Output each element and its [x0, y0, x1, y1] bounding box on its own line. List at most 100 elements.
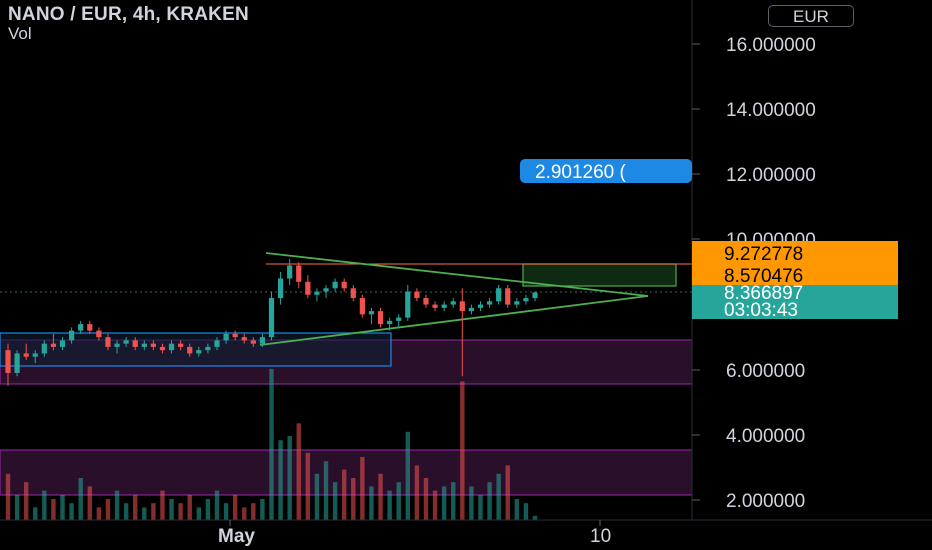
volume-bar: [332, 482, 338, 520]
candle-body: [23, 353, 29, 357]
y-tick-label: 4.000000: [726, 426, 805, 447]
volume-bar: [378, 473, 383, 520]
measure-tag: [520, 159, 692, 183]
candle-body: [259, 337, 266, 344]
volume-bar: [360, 457, 365, 520]
candle-body: [477, 304, 484, 308]
volume-bar: [369, 486, 374, 520]
volume-bar: [133, 494, 138, 520]
candle-body: [405, 291, 411, 318]
volume-bar: [305, 452, 311, 520]
candle-body: [505, 288, 511, 305]
y-tick-label: 2.000000: [726, 491, 805, 512]
price-tag: [692, 285, 898, 302]
candle-body: [287, 265, 293, 279]
candle-body: [359, 298, 365, 315]
candle-body: [496, 288, 502, 302]
symbol-title: NANO / EUR, 4h, KRAKEN: [8, 4, 249, 25]
candle-body: [514, 301, 520, 305]
y-tick-label: 6.000000: [726, 361, 805, 382]
volume-bar: [396, 482, 401, 520]
candle-body: [168, 343, 175, 351]
volume-bar: [205, 499, 211, 520]
candle-body: [296, 265, 302, 282]
candle-body: [214, 340, 220, 347]
volume-bar: [341, 469, 347, 520]
volume-bar: [151, 503, 156, 520]
candle-body: [277, 278, 284, 299]
y-tick-label: 16.000000: [726, 35, 816, 56]
candle-body: [159, 346, 166, 351]
volume-bar: [214, 490, 220, 520]
candle-body: [32, 353, 38, 357]
volume-bar: [423, 478, 429, 520]
price-tag: [692, 241, 898, 263]
candle-body: [141, 343, 147, 347]
candle-body: [350, 288, 356, 299]
volume-bar: [469, 486, 474, 520]
price-tag-label: 8.366897: [724, 283, 803, 304]
volume-bar: [296, 423, 301, 520]
currency-button[interactable]: EUR: [768, 5, 854, 27]
candle-body: [377, 311, 384, 325]
volume-bar: [5, 473, 11, 520]
volume-bar: [78, 478, 83, 520]
volume-bar: [196, 507, 202, 520]
x-tick-label: 10: [590, 526, 611, 547]
candle-body: [368, 311, 375, 315]
candle-body: [59, 340, 66, 347]
candle-body: [250, 340, 256, 344]
volume-bar: [451, 482, 456, 520]
candle-body: [87, 324, 93, 331]
volume-bar: [114, 490, 120, 520]
candle-body: [41, 343, 47, 354]
candle-body: [396, 317, 402, 321]
candle-body: [114, 343, 120, 347]
x-tick-label: May: [218, 526, 255, 547]
candle-body: [450, 301, 456, 305]
candle-body: [50, 343, 57, 347]
volume-label: Vol: [8, 24, 32, 43]
candle-body: [268, 298, 275, 338]
volume-bar: [314, 473, 320, 520]
price-tag-label: 8.570476: [724, 266, 803, 287]
volume-bar: [532, 515, 538, 520]
candle-body: [187, 346, 193, 354]
volume-bar: [414, 465, 420, 520]
candle-body: [523, 298, 529, 302]
candle-body: [468, 307, 474, 312]
volume-bar: [178, 503, 183, 520]
y-tick-label: 14.000000: [726, 100, 816, 121]
candle-body: [223, 333, 229, 341]
volume-bar: [123, 503, 129, 520]
candle-body: [532, 292, 538, 299]
measure-tag-label: 2.901260 (: [535, 162, 627, 183]
price-tag: [692, 263, 898, 285]
candle-body: [196, 350, 202, 354]
candle-body: [205, 346, 211, 351]
candle-body: [323, 288, 329, 292]
candle-body: [432, 304, 438, 308]
candle-body: [96, 330, 102, 338]
volume-bar: [187, 494, 192, 520]
volume-bar: [269, 368, 274, 520]
candle-body: [105, 337, 111, 347]
volume-bar: [51, 499, 56, 520]
candle-body: [14, 353, 20, 373]
volume-bar: [441, 486, 447, 520]
volume-bar: [478, 494, 483, 520]
volume-bar: [287, 436, 292, 520]
volume-bar: [351, 478, 356, 520]
volume-bar: [523, 503, 529, 520]
volume-bar: [42, 490, 47, 520]
y-tick-label: 12.000000: [726, 165, 816, 186]
price-tag: [692, 302, 898, 319]
volume-bar: [323, 461, 329, 520]
candle-body: [150, 343, 156, 347]
candle-body: [241, 337, 247, 341]
volume-bar: [278, 440, 283, 520]
price-tag-label: 03:03:43: [724, 300, 798, 321]
volume-bar: [169, 499, 174, 520]
volume-bar: [514, 499, 520, 520]
